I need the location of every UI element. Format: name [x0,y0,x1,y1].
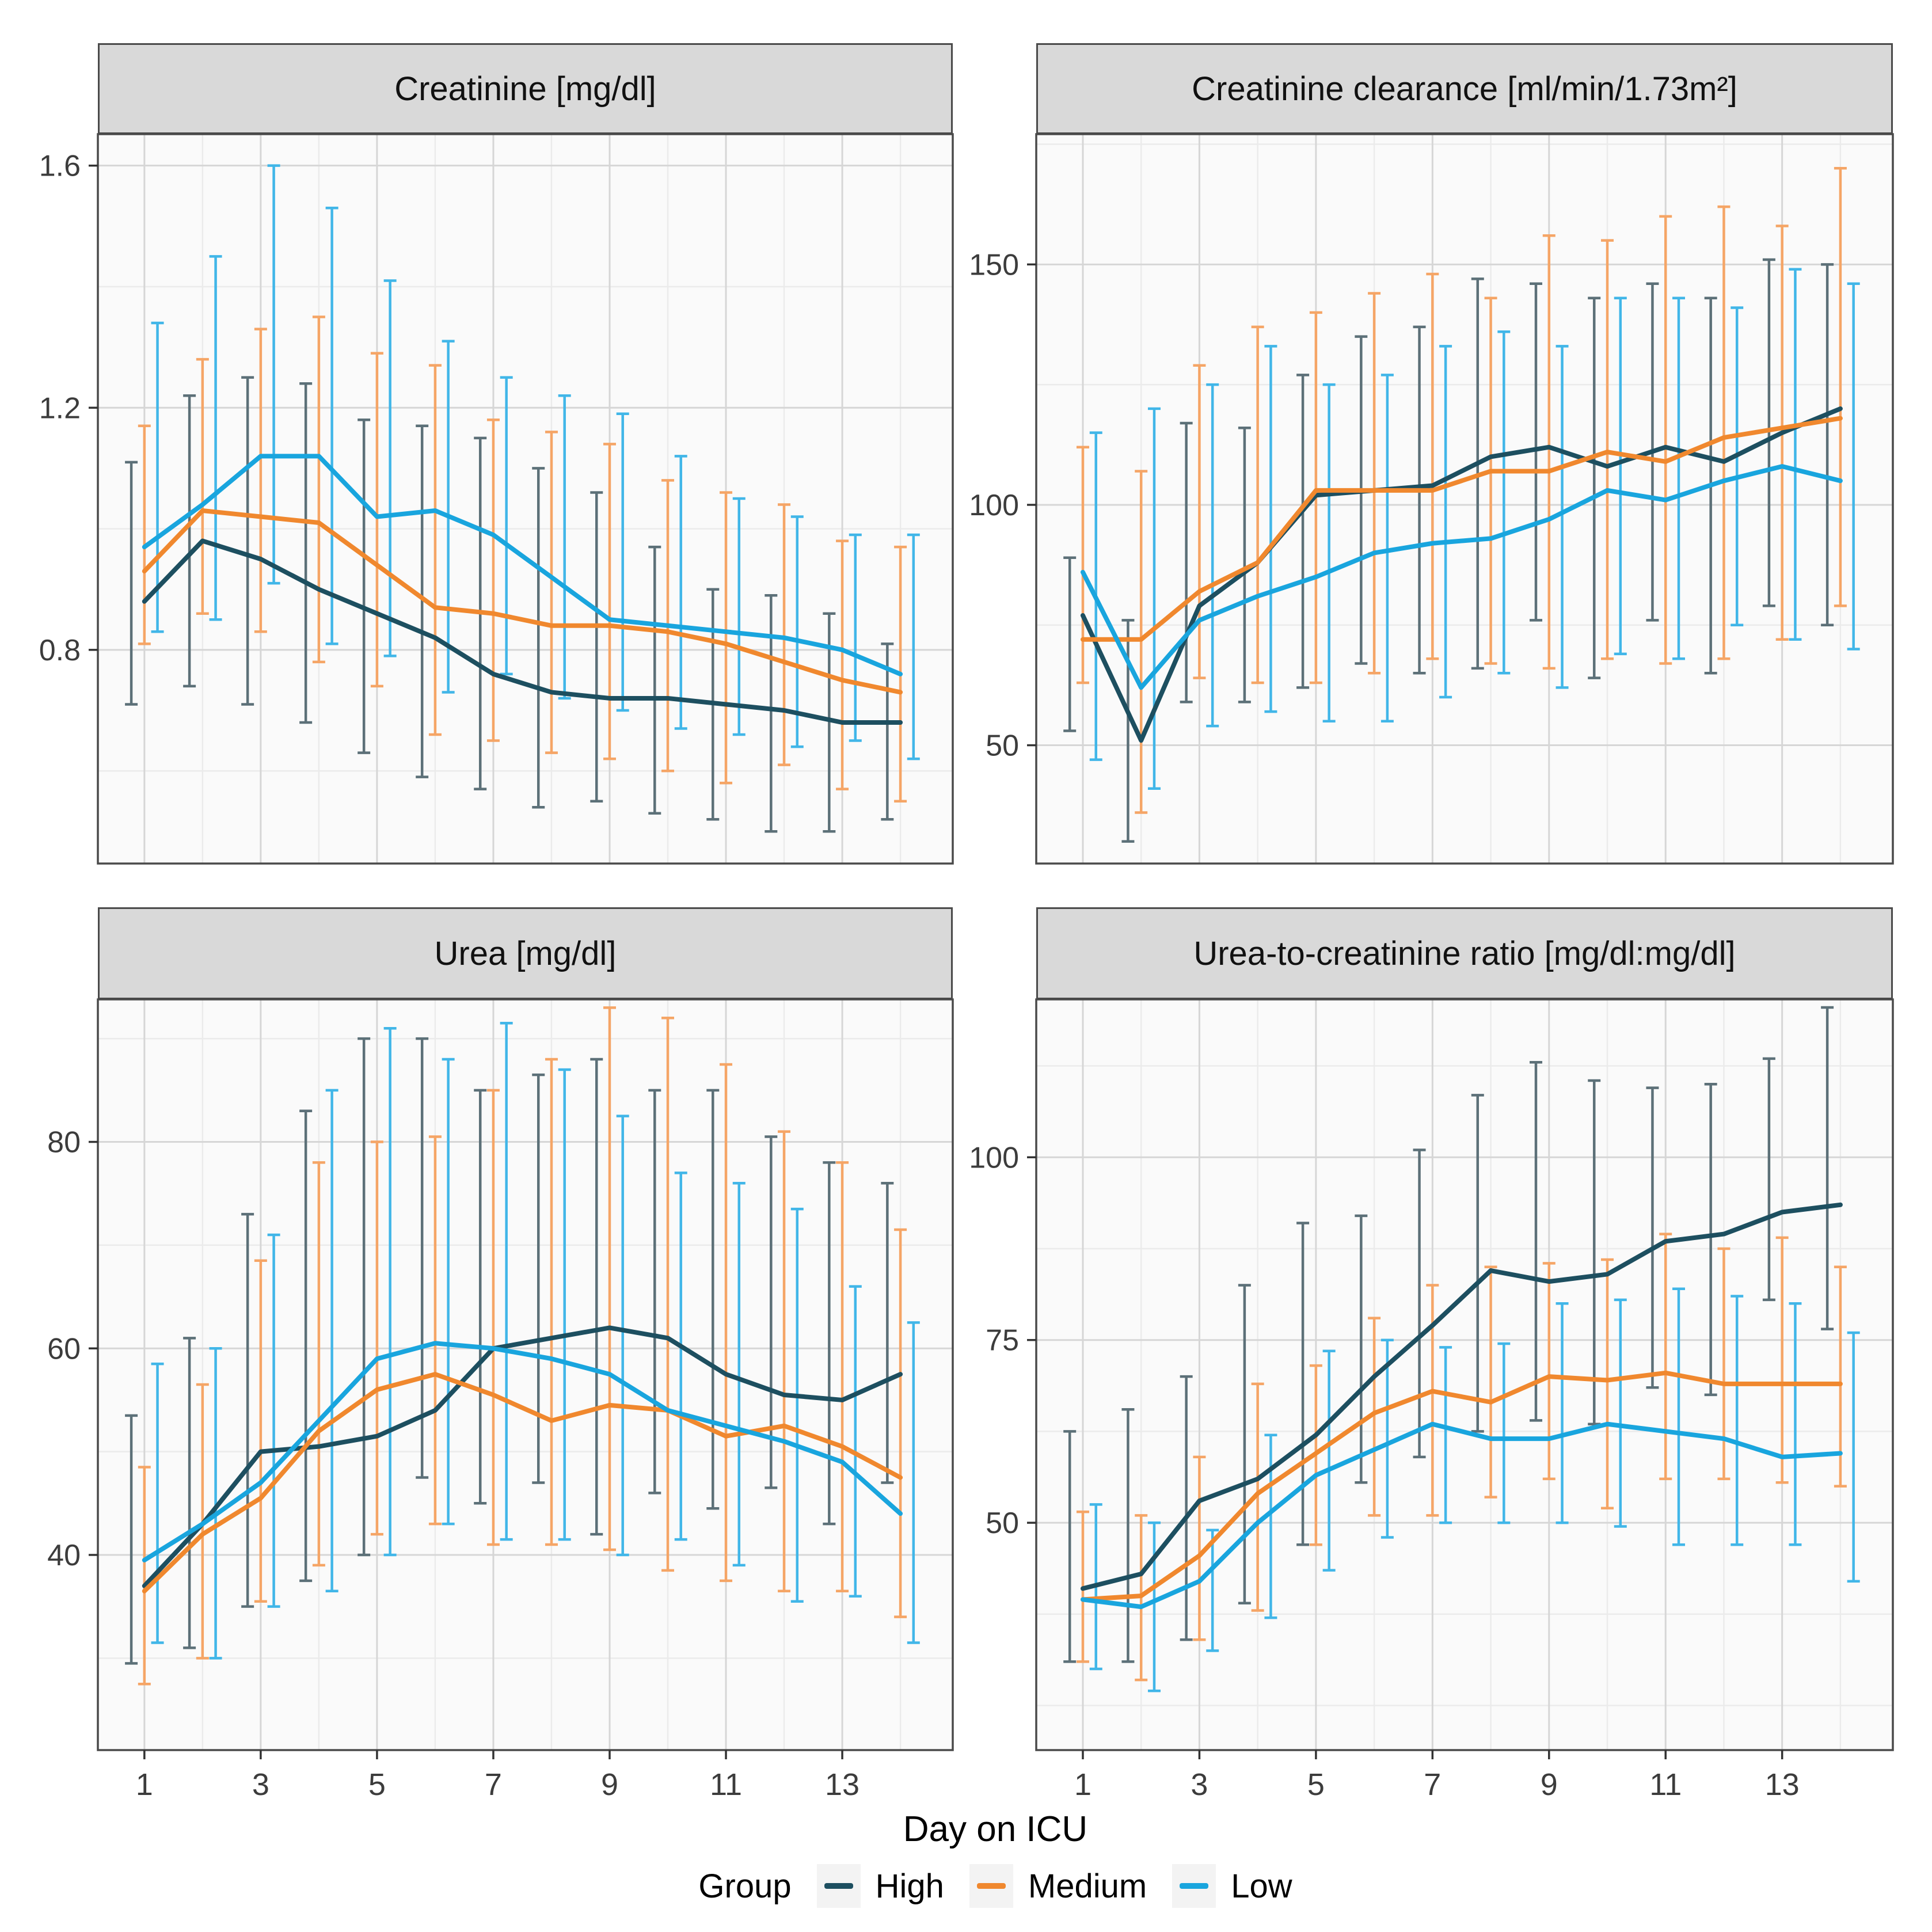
facet-strip-urea-creatinine-ratio: Urea-to-creatinine ratio [mg/dl:mg/dl] [1036,907,1893,999]
errorbars-low [151,1022,920,1660]
y-axis-labels-facet-4: 50 75 100 [969,1141,1036,1540]
svg-text:100: 100 [969,1141,1019,1174]
svg-text:75: 75 [986,1324,1019,1357]
legend-item-high: High [816,1864,944,1908]
errorbars-low [151,164,920,760]
facet-panel-3 [97,998,954,1751]
line-medium [1080,416,1843,642]
svg-text:13: 13 [1765,1767,1800,1802]
x-axis-title: Day on ICU [903,1809,1088,1849]
legend-item-low: Low [1172,1864,1292,1908]
svg-text:11: 11 [1649,1767,1682,1802]
errorbars-medium [138,1006,907,1686]
svg-text:5: 5 [1307,1767,1325,1802]
medium-line-key-icon [969,1864,1013,1908]
x-axis-labels-facet-4: 1 3 5 7 9 11 13 [1074,1750,1800,1802]
y-axis-labels-facet-1: 0.8 1.2 1.6 [39,150,98,667]
x-axis-labels-facet-3: 1 3 5 7 9 11 13 [136,1750,859,1802]
svg-text:9: 9 [601,1767,618,1802]
legend-item-medium: Medium [969,1864,1147,1908]
svg-text:7: 7 [485,1767,502,1802]
errorbars-low [1089,268,1860,790]
svg-text:150: 150 [969,248,1019,282]
svg-text:100: 100 [969,489,1019,522]
errorbars-low [1089,1287,1860,1693]
errorbars-high [1063,258,1834,843]
svg-text:40: 40 [47,1539,81,1572]
svg-text:80: 80 [47,1126,81,1159]
facet-title-creatinine: Creatinine [mg/dl] [394,70,656,108]
svg-text:11: 11 [710,1767,742,1802]
svg-text:1.6: 1.6 [39,150,81,183]
errorbars-high [125,1037,894,1665]
facet-title-creatinine-clearance: Creatinine clearance [ml/min/1.73m²] [1192,70,1737,108]
line-medium [142,508,903,695]
line-high [142,538,903,725]
line-high [142,1325,903,1588]
svg-text:1: 1 [1074,1767,1091,1802]
svg-text:50: 50 [986,1507,1019,1540]
svg-text:50: 50 [986,729,1019,763]
y-axis-labels-facet-2: 50 100 150 [969,248,1036,763]
svg-text:3: 3 [1191,1767,1208,1802]
facet-strip-creatinine: Creatinine [mg/dl] [98,43,953,134]
svg-text:13: 13 [825,1767,859,1802]
svg-text:5: 5 [368,1767,386,1802]
high-line-key-icon [816,1864,861,1908]
facet-panel-4 [1035,998,1894,1751]
svg-text:1: 1 [136,1767,153,1802]
line-low [142,454,903,676]
legend-title: Group [698,1867,792,1905]
legend-label-high: High [875,1867,944,1905]
errorbars-medium [138,315,907,803]
line-medium [1080,1370,1843,1602]
facet-strip-urea: Urea [mg/dl] [98,907,953,999]
legend-label-medium: Medium [1028,1867,1147,1905]
svg-text:0.8: 0.8 [39,634,81,667]
line-high [1080,406,1843,743]
line-medium [142,1372,903,1593]
errorbars-high [1063,1006,1834,1663]
y-axis-labels-facet-3: 40 60 80 [47,1126,98,1572]
svg-text:7: 7 [1424,1767,1441,1802]
svg-text:3: 3 [252,1767,269,1802]
svg-text:9: 9 [1541,1767,1558,1802]
legend-label-low: Low [1231,1867,1292,1905]
line-low [142,1341,903,1562]
legend: Group High Medium Low [98,1864,1893,1908]
errorbars-high [125,376,894,833]
line-low [1080,464,1843,690]
facet-title-urea-creatinine-ratio: Urea-to-creatinine ratio [mg/dl:mg/dl] [1193,934,1736,972]
errorbars-medium [1076,167,1847,814]
low-line-key-icon [1172,1864,1216,1908]
line-low [1080,1421,1843,1610]
line-high [1080,1202,1843,1591]
facet-panel-2 [1035,133,1894,865]
facet-title-urea: Urea [mg/dl] [434,934,617,972]
facet-panel-1 [97,133,954,865]
svg-text:60: 60 [47,1332,81,1366]
svg-text:1.2: 1.2 [39,391,81,425]
